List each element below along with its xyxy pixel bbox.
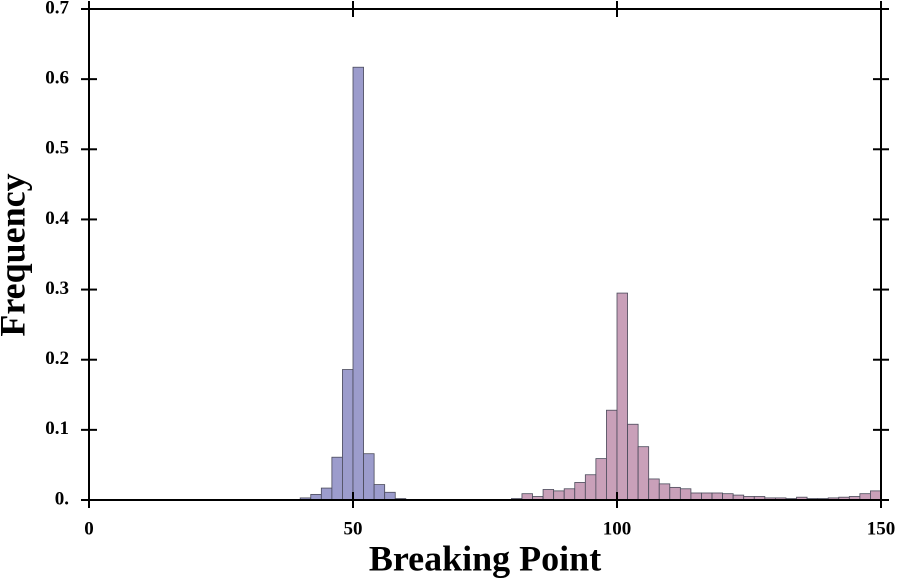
x-tick-label: 0 [84,518,94,539]
bar [595,458,607,501]
y-axis-label: Frequency [0,173,32,336]
bar [553,490,565,501]
bar [320,487,333,501]
bar [574,482,586,501]
bar [373,484,386,501]
bar [669,486,681,501]
bar [342,369,354,501]
bar [331,456,343,501]
y-tick-label: 0.7 [45,0,69,18]
y-tick-label: 0.3 [45,278,69,299]
bar [701,492,713,501]
y-tick-label: 0.4 [45,208,69,229]
y-tick-label: 0. [55,488,69,509]
bar [616,292,628,501]
bar [352,66,364,501]
x-tick-label: 50 [344,518,363,539]
bar [384,491,396,501]
y-tick-label: 0.2 [45,348,69,369]
y-tick-label: 0.6 [45,68,69,89]
bar [584,474,597,501]
bar [690,492,702,501]
bar [658,483,671,501]
bar [870,490,882,501]
bar [637,446,650,501]
bar [711,492,723,501]
bar [563,488,576,501]
bar [606,409,618,501]
bar [648,478,660,501]
plot-frame [88,8,882,501]
y-tick-label: 0.1 [45,418,69,439]
x-tick-label: 100 [603,518,632,539]
bar [627,423,639,501]
bar [679,488,692,501]
x-tick-label: 150 [867,518,896,539]
bar [542,489,555,501]
bar [363,453,375,501]
y-tick-label: 0.5 [45,138,69,159]
x-axis-label: Breaking Point [369,538,601,578]
